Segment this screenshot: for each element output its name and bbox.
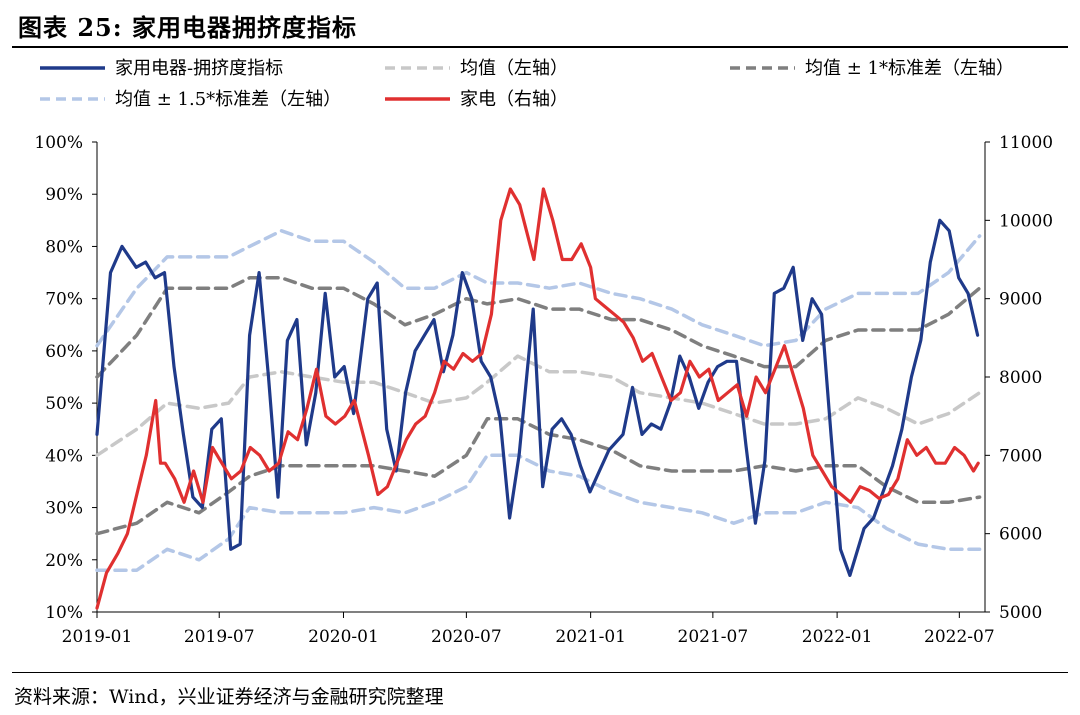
legend-label: 均值 ± 1.5*标准差（左轴） bbox=[115, 89, 341, 110]
y-right-tick-label: 9000 bbox=[999, 290, 1042, 310]
series-line-band-5 bbox=[95, 453, 982, 572]
x-tick-label: 2019-01 bbox=[62, 627, 133, 647]
legend-label: 均值 ± 1*标准差（左轴） bbox=[805, 58, 1014, 79]
y-right-tick-label: 7000 bbox=[999, 446, 1042, 466]
y-right-tick-label: 10000 bbox=[999, 211, 1053, 231]
y-left-tick-label: 30% bbox=[45, 499, 83, 519]
series-line-band-4 bbox=[95, 229, 982, 348]
legend-label: 家用电器-拥挤度指标 bbox=[115, 58, 283, 79]
x-tick-label: 2020-07 bbox=[431, 627, 502, 647]
y-right-tick-label: 8000 bbox=[999, 368, 1042, 388]
y-left-tick-label: 60% bbox=[45, 342, 83, 362]
y-left-tick-label: 70% bbox=[45, 290, 83, 310]
series-line-appliance-index bbox=[95, 187, 980, 610]
x-tick-label: 2022-07 bbox=[924, 627, 995, 647]
y-left-tick-label: 100% bbox=[34, 133, 83, 153]
x-tick-label: 2021-07 bbox=[678, 627, 749, 647]
chart-title: 图表 25: 家用电器拥挤度指标 bbox=[18, 13, 357, 42]
y-left-tick-label: 20% bbox=[45, 551, 83, 571]
y-right-tick-label: 5000 bbox=[999, 603, 1042, 623]
y-left-tick-label: 10% bbox=[45, 603, 83, 623]
legend-label: 均值（左轴） bbox=[460, 58, 568, 79]
legend: 家用电器-拥挤度指标 均值（左轴） 均值 ± 1*标准差（左轴） 均值 ± 1.5*标… bbox=[40, 58, 1014, 110]
y-left-tick-label: 50% bbox=[45, 394, 83, 414]
y-left-tick-label: 80% bbox=[45, 237, 83, 257]
source-divider bbox=[12, 672, 1068, 673]
series-line-band-2 bbox=[95, 276, 982, 379]
legend-label: 家电（右轴） bbox=[460, 89, 568, 110]
y-left-tick-label: 90% bbox=[45, 185, 83, 205]
title-divider bbox=[12, 46, 1068, 48]
y-right-tick-label: 11000 bbox=[999, 133, 1053, 153]
x-tick-label: 2019-07 bbox=[184, 627, 255, 647]
series-line-band-3 bbox=[95, 417, 982, 536]
chart-series bbox=[95, 187, 982, 610]
x-tick-label: 2021-01 bbox=[555, 627, 626, 647]
chart-axes: 10% 20% 30% 40% 50% 60% 70% 80% 90% 100% 5000 6000 7… bbox=[34, 133, 1053, 647]
y-left-tick-label: 40% bbox=[45, 446, 83, 466]
x-tick-label: 2022-01 bbox=[802, 627, 873, 647]
y-right-tick-label: 6000 bbox=[999, 525, 1042, 545]
source-note: 资料来源：Wind，兴业证券经济与金融研究院整理 bbox=[14, 686, 444, 708]
x-tick-label: 2020-01 bbox=[308, 627, 379, 647]
series-line-crowding-indicator bbox=[95, 218, 980, 578]
